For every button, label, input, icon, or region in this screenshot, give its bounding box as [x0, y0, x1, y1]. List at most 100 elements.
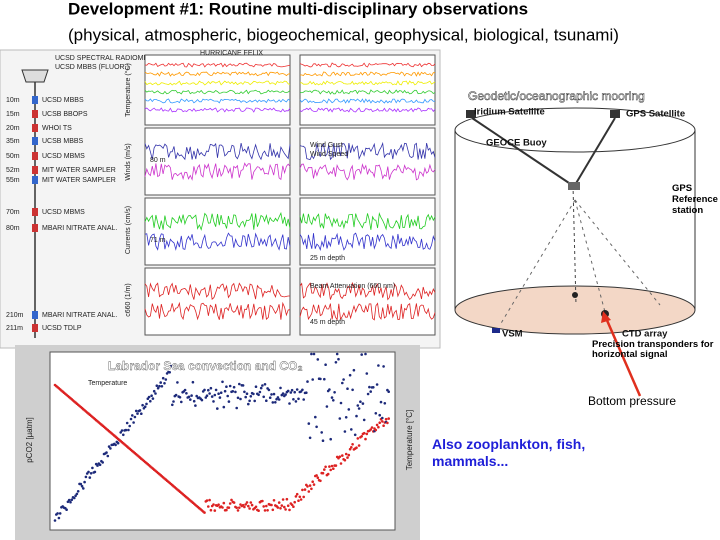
pco2-point: [359, 400, 362, 404]
temp-point: [319, 479, 322, 483]
pco2-point: [114, 443, 117, 447]
pco2-point: [154, 392, 157, 395]
pco2-point: [347, 408, 351, 411]
pco2-point: [361, 402, 365, 405]
pco2-point: [127, 428, 130, 432]
pco2-point: [239, 397, 242, 401]
pco2-point: [147, 395, 151, 399]
pco2-point: [219, 391, 223, 395]
temp-point: [261, 499, 264, 503]
trace: [299, 232, 436, 252]
instrument-label: MBARI NITRATE ANAL.: [42, 225, 117, 232]
pco2-point: [350, 428, 353, 431]
pco2-point: [65, 508, 68, 512]
instrument-label: MIT WATER SAMPLER: [42, 167, 116, 174]
instrument-label: UCSD MBBS: [42, 97, 84, 104]
pco2-point: [310, 352, 313, 356]
pco2-point: [189, 398, 192, 401]
link: [471, 117, 573, 186]
temp-point: [384, 417, 388, 421]
temp-point: [290, 503, 294, 507]
biology-note: Also zooplankton, fish, mammals...: [432, 436, 586, 469]
temp-point: [301, 488, 304, 492]
temp-point: [341, 454, 344, 457]
temp-point: [225, 508, 228, 512]
plot-label: Wind Gust: [310, 142, 343, 149]
temp-point: [241, 503, 245, 507]
trace: [299, 98, 436, 104]
instrument: [32, 224, 38, 232]
plot-label: c660 (1/m): [125, 283, 132, 316]
pco2-point: [258, 390, 262, 394]
pco2-point: [259, 386, 263, 390]
pco2-point: [88, 476, 92, 479]
pco2-point: [268, 396, 272, 400]
pco2-point: [129, 417, 133, 421]
pco2-point: [158, 384, 161, 388]
temp-point: [207, 505, 210, 508]
pco2-point: [387, 390, 391, 394]
co2-ylabel: pCO2 [µatm]: [25, 417, 34, 463]
pco2-point: [247, 402, 250, 406]
plot-frame: [144, 54, 291, 126]
temp-point: [235, 506, 238, 510]
pco2-point: [194, 404, 197, 407]
pco2-point: [383, 402, 387, 405]
pco2-point: [375, 383, 379, 386]
pco2-point: [382, 365, 385, 368]
pco2-point: [159, 381, 162, 384]
pco2-point: [155, 384, 159, 388]
temp-point: [377, 425, 380, 429]
reference-label: GPS Reference station: [672, 183, 718, 216]
pco2-point: [160, 385, 164, 388]
pco2-point: [116, 441, 120, 445]
pco2-point: [101, 461, 104, 464]
pco2-point: [174, 393, 178, 397]
temp-point: [346, 456, 349, 459]
pco2-point: [131, 414, 134, 417]
pco2-point: [372, 386, 375, 389]
pco2-point: [150, 394, 153, 398]
temp-point: [277, 501, 281, 504]
pco2-point: [279, 386, 282, 390]
plot-label: HURRICANE FELIX: [200, 50, 263, 57]
temp-point: [257, 509, 260, 512]
pco2-point: [324, 363, 327, 367]
pco2-point: [290, 388, 294, 392]
temp-point: [293, 500, 297, 504]
trace: [144, 80, 291, 86]
instrument-label: WHOI TS: [42, 125, 72, 132]
pco2-point: [311, 378, 315, 381]
pco2-point: [83, 480, 86, 484]
pco2-point: [210, 395, 214, 398]
trace: [144, 232, 291, 251]
pco2-point: [377, 364, 380, 367]
pco2-point: [337, 357, 340, 361]
temp-point: [271, 508, 275, 512]
pco2-point: [172, 400, 175, 403]
pco2-point: [183, 388, 187, 392]
pco2-point: [156, 386, 160, 390]
trace: [299, 107, 436, 113]
pco2-point: [218, 396, 222, 399]
temp-point: [302, 495, 306, 499]
depth-label: 10m: [6, 97, 20, 104]
pco2-point: [76, 490, 80, 493]
pco2-point: [109, 447, 112, 450]
instrument-label: UCSD TDLP: [42, 325, 82, 332]
pco2-point: [267, 388, 271, 392]
pco2-point: [245, 392, 249, 396]
temp-point: [238, 506, 241, 510]
plot-frame: [144, 197, 291, 266]
temp-point: [244, 503, 247, 506]
temp-point: [213, 509, 217, 512]
pco2-point: [208, 392, 211, 395]
pco2-point: [195, 394, 198, 398]
temp-point: [303, 488, 307, 491]
trace: [299, 71, 435, 77]
trace: [144, 142, 291, 161]
temp-point: [284, 508, 287, 511]
pco2-point: [301, 388, 304, 392]
pco2-point: [228, 384, 232, 388]
temp-point: [227, 506, 231, 510]
